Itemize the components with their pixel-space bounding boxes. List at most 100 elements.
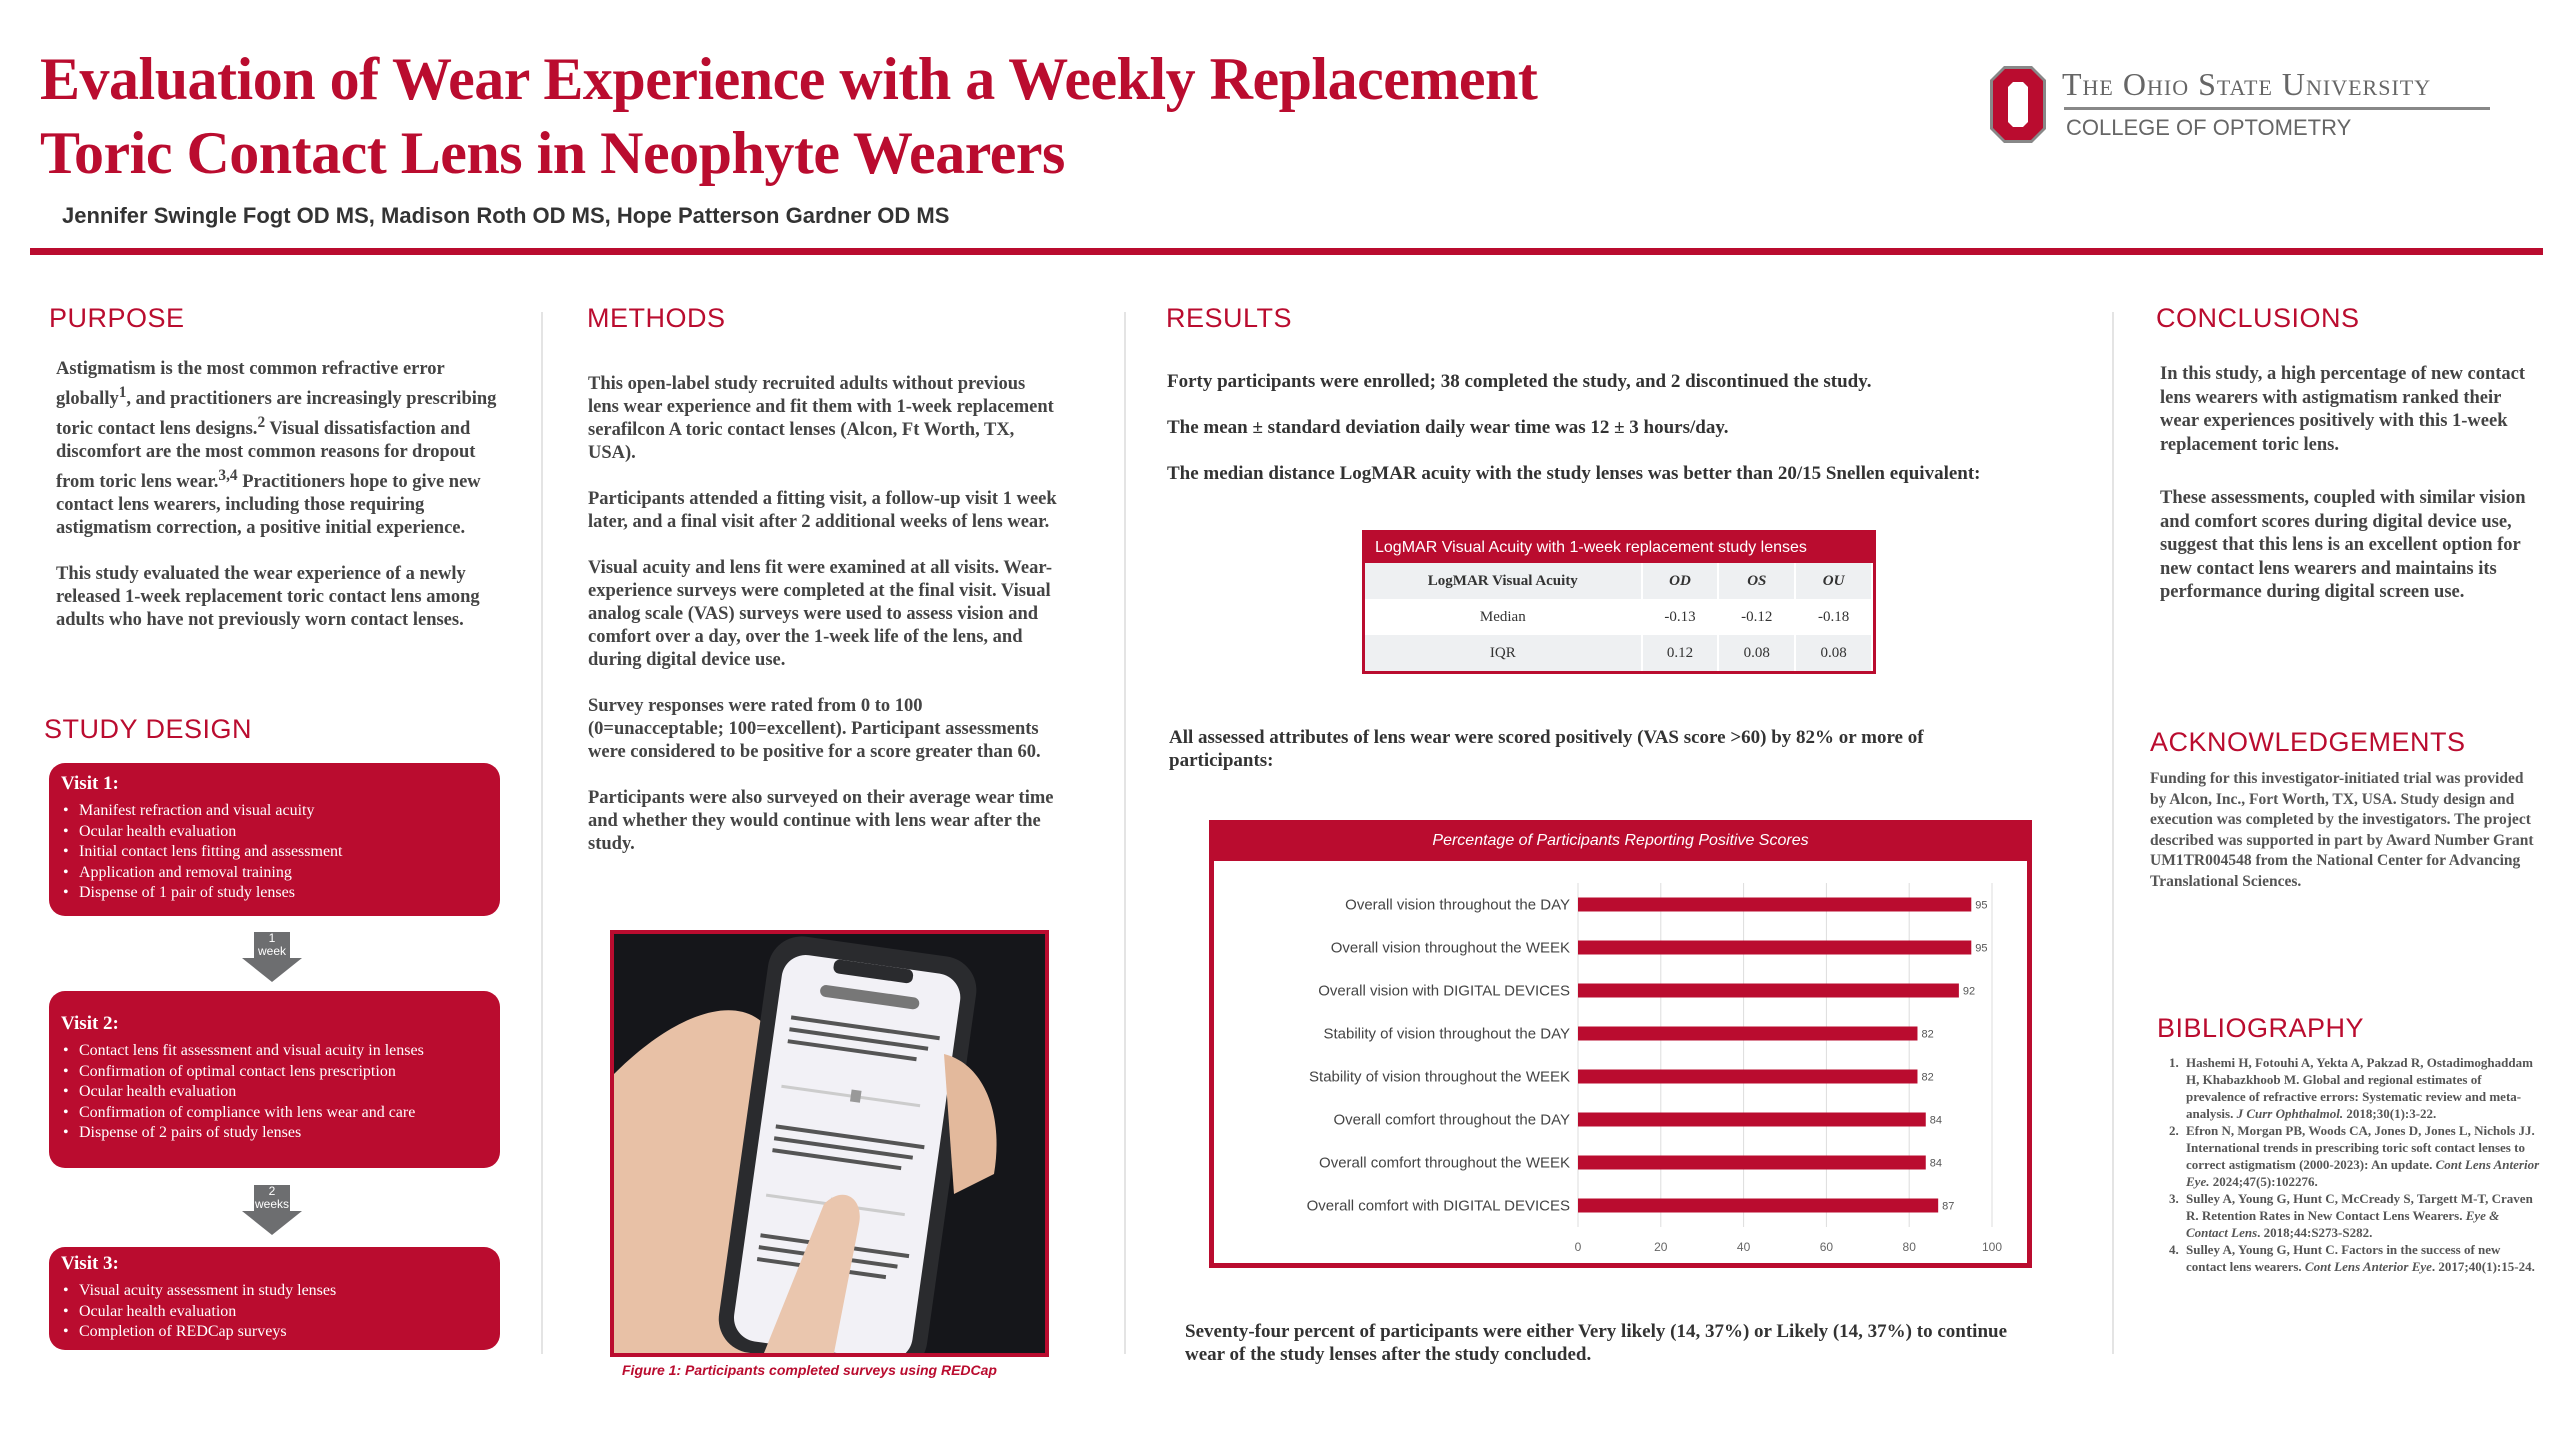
methods-paragraph: Participants were also surveyed on their… <box>588 788 1054 854</box>
results-wear-time: The mean ± standard deviation daily wear… <box>1167 417 1729 438</box>
category-label: Overall comfort with DIGITAL DEVICES <box>1307 1198 1570 1215</box>
visit-item: Manifest refraction and visual acuity <box>63 801 488 822</box>
citation: 2 <box>257 414 266 432</box>
logo-college-name: COLLEGE OF OPTOMETRY <box>2066 115 2352 140</box>
table-cell: 0.12 <box>1641 635 1720 671</box>
poster-title: Evaluation of Wear Experience with a Wee… <box>40 42 1538 190</box>
data-label: 84 <box>1930 1158 1942 1170</box>
table-title: LogMAR Visual Acuity with 1-week replace… <box>1365 533 1873 563</box>
methods-paragraph: Survey responses were rated from 0 to 10… <box>588 696 1041 762</box>
table-cell: Median <box>1365 599 1643 635</box>
column-divider <box>2112 312 2114 1354</box>
bibliography-heading: BIBLIOGRAPHY <box>2157 1013 2365 1043</box>
bar <box>1578 1069 1918 1084</box>
purpose-p1b: , and practitioners are increasingly pre… <box>56 389 497 440</box>
bar <box>1578 940 1972 955</box>
ohio-state-block-o-logo <box>1990 66 2046 143</box>
data-label: 92 <box>1963 986 1975 998</box>
authors: Jennifer Swingle Fogt OD MS, Madison Rot… <box>62 203 950 228</box>
x-tick-label: 100 <box>1982 1240 2002 1254</box>
data-label: 82 <box>1921 1029 1933 1041</box>
category-label: Stability of vision throughout the DAY <box>1323 1026 1570 1043</box>
title-line-1: Evaluation of Wear Experience with a Wee… <box>40 46 1538 112</box>
bibliography-item: Sulley A, Young G, Hunt C. Factors in th… <box>2182 1241 2542 1275</box>
conclusions-paragraph: In this study, a high percentage of new … <box>2160 364 2526 455</box>
redcap-survey-photo <box>610 930 1049 1357</box>
bibliography-list: Hashemi H, Fotouhi A, Yekta A, Pakzad R,… <box>2156 1054 2542 1275</box>
arrow-number: 1 <box>268 931 276 945</box>
category-label: Stability of vision throughout the WEEK <box>1309 1069 1570 1086</box>
results-attributes: All assessed attributes of lens wear wer… <box>1169 727 1924 771</box>
arrow-down-icon: 1 week <box>242 932 302 982</box>
arrow-unit: week <box>257 944 286 958</box>
table-cell: -0.12 <box>1718 599 1797 635</box>
methods-paragraph: This open-label study recruited adults w… <box>588 374 1054 463</box>
conclusions-text: In this study, a high percentage of new … <box>2160 363 2535 628</box>
x-tick-label: 0 <box>1575 1240 1582 1254</box>
purpose-p1a: Astigmatism is the most common refractiv… <box>56 359 445 410</box>
acknowledgements-heading: ACKNOWLEDGEMENTS <box>2150 727 2466 757</box>
results-heading: RESULTS <box>1166 303 1293 333</box>
data-label: 95 <box>1975 900 1987 912</box>
arrow-down-icon: 2 weeks <box>242 1185 302 1235</box>
bar <box>1578 983 1959 998</box>
visit-item: Contact lens fit assessment and visual a… <box>63 1041 488 1062</box>
visit-title: Visit 3: <box>61 1253 119 1274</box>
category-label: Overall vision throughout the WEEK <box>1331 940 1570 957</box>
visit-item: Confirmation of optimal contact lens pre… <box>63 1062 488 1083</box>
table-cell: 0.08 <box>1718 635 1797 671</box>
x-tick-label: 40 <box>1737 1240 1751 1254</box>
visit-item: Completion of REDCap surveys <box>63 1322 488 1343</box>
figure-caption: Figure 1: Participants completed surveys… <box>622 1362 997 1378</box>
category-label: Overall vision with DIGITAL DEVICES <box>1318 983 1570 1000</box>
column-header: OS <box>1718 563 1797 599</box>
logo-divider <box>2064 107 2490 110</box>
conclusions-heading: CONCLUSIONS <box>2156 303 2360 333</box>
results-continue-wear: Seventy-four percent of participants wer… <box>1185 1321 2008 1365</box>
column-header: OU <box>1795 563 1873 599</box>
data-label: 82 <box>1921 1072 1933 1084</box>
visit-item: Dispense of 2 pairs of study lenses <box>63 1123 488 1144</box>
purpose-heading: PURPOSE <box>49 303 185 333</box>
visit-item: Ocular health evaluation <box>63 1302 488 1323</box>
acknowledgements-text: Funding for this investigator-initiated … <box>2150 770 2534 890</box>
table-cell: IQR <box>1365 635 1643 671</box>
visit-item: Dispense of 1 pair of study lenses <box>63 883 488 904</box>
table-row: Median -0.13 -0.12 -0.18 <box>1365 599 1873 635</box>
visit-item: Application and removal training <box>63 863 488 884</box>
visit-3-box: Visit 3: Visual acuity assessment in stu… <box>49 1247 500 1350</box>
column-divider <box>541 312 543 1354</box>
phone-in-hand-image <box>614 934 1045 1353</box>
column-divider <box>1124 312 1126 1354</box>
x-tick-label: 20 <box>1654 1240 1668 1254</box>
citation: 3,4 <box>218 467 238 485</box>
visit-2-box: Visit 2: Contact lens fit assessment and… <box>49 991 500 1168</box>
table-header-row: LogMAR Visual Acuity OD OS OU <box>1365 563 1873 599</box>
x-tick-label: 80 <box>1903 1240 1917 1254</box>
bar <box>1578 1112 1926 1127</box>
bibliography-item: Sulley A, Young G, Hunt C, McCready S, T… <box>2182 1190 2542 1241</box>
bar <box>1578 1198 1939 1213</box>
visit-1-box: Visit 1: Manifest refraction and visual … <box>49 763 500 916</box>
category-label: Overall comfort throughout the WEEK <box>1319 1155 1570 1172</box>
data-label: 95 <box>1975 943 1987 955</box>
x-tick-label: 60 <box>1820 1240 1834 1254</box>
table-cell: -0.13 <box>1641 599 1720 635</box>
column-header: LogMAR Visual Acuity <box>1365 563 1643 599</box>
visit-item: Visual acuity assessment in study lenses <box>63 1281 488 1302</box>
conclusions-paragraph: These assessments, coupled with similar … <box>2160 488 2526 602</box>
visit-item: Ocular health evaluation <box>63 1082 488 1103</box>
methods-paragraph: Visual acuity and lens fit were examined… <box>588 558 1053 670</box>
table-row: IQR 0.12 0.08 0.08 <box>1365 635 1873 671</box>
purpose-text: Astigmatism is the most common refractiv… <box>56 358 506 655</box>
bar <box>1578 1155 1926 1170</box>
arrow-unit: weeks <box>254 1197 289 1211</box>
purpose-p1d: Practitioners hope to give new contact l… <box>56 472 481 539</box>
results-enrollment: Forty participants were enrolled; 38 com… <box>1167 371 1872 392</box>
results-acuity: The median distance LogMAR acuity with t… <box>1167 463 1981 484</box>
data-label: 87 <box>1942 1201 1954 1213</box>
logo-university-name: The Ohio State University <box>2062 66 2432 102</box>
logmar-table: LogMAR Visual Acuity with 1-week replace… <box>1362 530 1876 674</box>
bar <box>1578 1026 1918 1041</box>
header-rule <box>30 248 2543 255</box>
